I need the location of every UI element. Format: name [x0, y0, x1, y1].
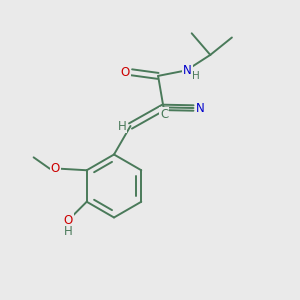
Text: O: O	[121, 66, 130, 79]
Text: H: H	[192, 71, 200, 81]
Text: N: N	[183, 64, 192, 77]
Text: N: N	[196, 101, 205, 115]
Text: H: H	[64, 225, 73, 238]
Text: C: C	[160, 108, 168, 122]
Text: O: O	[51, 162, 60, 175]
Text: O: O	[64, 214, 73, 227]
Text: H: H	[118, 119, 127, 133]
